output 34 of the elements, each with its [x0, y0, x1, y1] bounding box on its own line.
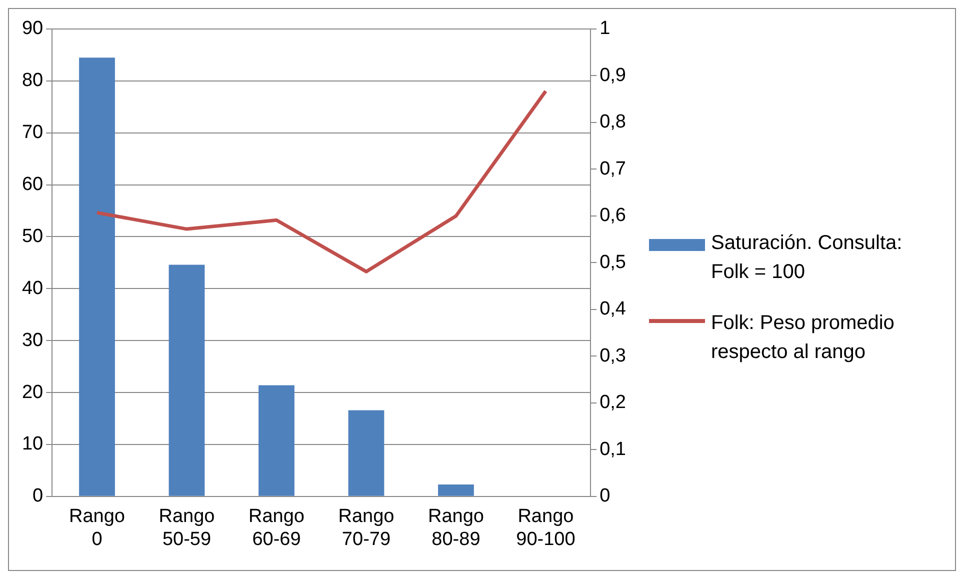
- x-tick-label: Rango 0: [69, 506, 126, 550]
- bar: [258, 385, 294, 496]
- bar: [79, 58, 115, 496]
- y-tick-label: 20: [22, 382, 44, 403]
- bar: [168, 264, 205, 496]
- y-tick-label: 70: [22, 122, 44, 144]
- y2-tick-label: 0,2: [600, 392, 626, 414]
- legend-label: Saturación. Consulta: Folk = 100: [711, 231, 904, 285]
- y-tick-label: 30: [22, 330, 44, 351]
- y2-tick-label: 1: [600, 18, 610, 40]
- y2-tick-label: 0,7: [600, 158, 626, 180]
- bar: [348, 410, 384, 496]
- y2-tick-label: 0,4: [600, 298, 626, 320]
- x-tick-label: Rango 90-100: [516, 506, 576, 550]
- x-tick-label: Rango 50-59: [158, 506, 215, 550]
- bar: [438, 484, 474, 496]
- y-tick-label: 90: [22, 18, 44, 40]
- y2-tick-label: 0,6: [600, 205, 626, 226]
- y-tick-label: 50: [22, 226, 44, 247]
- y2-tick-label: 0,1: [600, 438, 626, 460]
- y-tick-label: 10: [22, 434, 44, 455]
- y-tick-label: 40: [22, 278, 44, 299]
- y-tick-label: 80: [22, 70, 44, 92]
- x-tick-label: Rango 80-89: [428, 506, 484, 550]
- y-tick-label: 0: [32, 486, 44, 507]
- y-tick-label: 60: [22, 174, 44, 196]
- x-tick-label: Rango 60-69: [248, 506, 304, 550]
- y2-tick-label: 0,8: [600, 112, 626, 133]
- legend-label: Folk: Peso promedio respecto al rango: [711, 311, 896, 365]
- y2-tick-label: 0,5: [600, 252, 626, 273]
- y2-tick-label: 0,3: [600, 345, 626, 366]
- y2-tick-label: 0: [600, 486, 610, 507]
- x-tick-label: Rango 70-79: [338, 506, 394, 550]
- y2-tick-label: 0,9: [600, 64, 626, 86]
